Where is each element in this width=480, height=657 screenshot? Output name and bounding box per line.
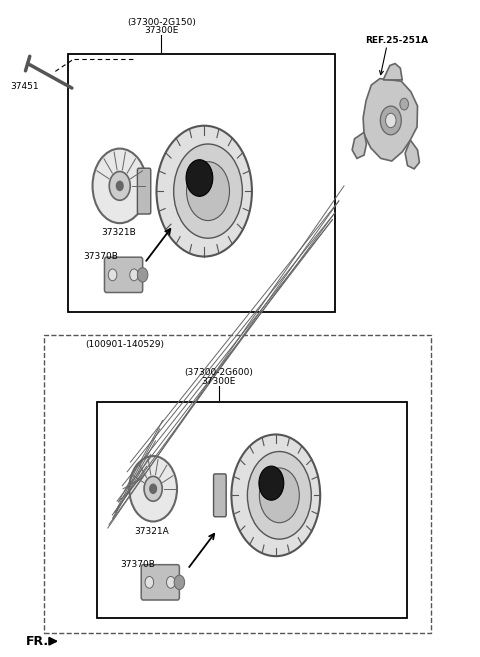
Text: 37321A: 37321A (134, 527, 169, 536)
Polygon shape (363, 79, 418, 161)
FancyBboxPatch shape (44, 335, 431, 633)
FancyBboxPatch shape (137, 168, 151, 214)
Circle shape (109, 171, 130, 200)
Circle shape (259, 468, 300, 523)
Circle shape (116, 181, 123, 191)
Circle shape (231, 434, 320, 556)
FancyBboxPatch shape (105, 257, 143, 292)
Circle shape (380, 106, 401, 135)
FancyBboxPatch shape (141, 564, 180, 600)
Text: 37370B: 37370B (83, 252, 118, 261)
Circle shape (167, 576, 175, 588)
Circle shape (385, 113, 396, 127)
Circle shape (174, 575, 185, 589)
Text: 37321B: 37321B (101, 228, 136, 237)
Text: (100901-140529): (100901-140529) (85, 340, 164, 349)
Circle shape (93, 148, 147, 223)
Text: (37300-2G600): (37300-2G600) (184, 369, 253, 378)
Circle shape (400, 98, 408, 110)
Circle shape (259, 466, 284, 500)
Text: FR.: FR. (26, 635, 49, 648)
Circle shape (247, 451, 312, 539)
Circle shape (144, 476, 162, 501)
Polygon shape (352, 132, 366, 158)
Circle shape (137, 267, 148, 282)
Text: 37451: 37451 (10, 82, 38, 91)
Circle shape (187, 162, 229, 221)
Circle shape (186, 160, 213, 196)
Polygon shape (383, 64, 402, 80)
FancyBboxPatch shape (97, 402, 407, 618)
Circle shape (150, 484, 156, 493)
Circle shape (174, 144, 242, 238)
Circle shape (129, 456, 177, 522)
Circle shape (130, 269, 138, 281)
Text: 37300E: 37300E (201, 377, 236, 386)
Text: 37370B: 37370B (120, 560, 155, 568)
Circle shape (156, 125, 252, 256)
Text: (37300-2G150): (37300-2G150) (127, 18, 196, 27)
Text: REF.25-251A: REF.25-251A (365, 36, 428, 45)
FancyBboxPatch shape (68, 54, 336, 312)
Circle shape (145, 576, 154, 588)
Circle shape (108, 269, 117, 281)
Polygon shape (405, 140, 420, 169)
FancyBboxPatch shape (214, 474, 226, 517)
Text: 37300E: 37300E (144, 26, 179, 35)
